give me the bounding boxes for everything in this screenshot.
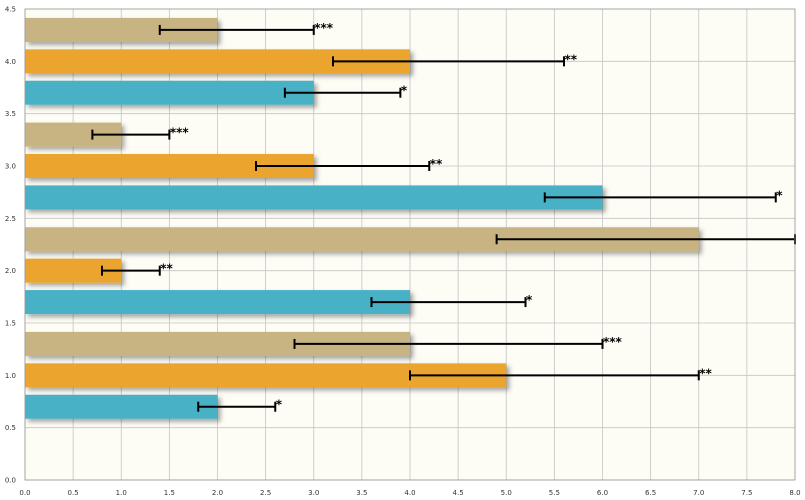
bar [25, 185, 603, 210]
x-tick-label: 5.0 [501, 489, 512, 497]
error-bar [370, 297, 527, 308]
x-tick-label: 6.0 [597, 489, 608, 497]
bar [25, 49, 410, 74]
y-tick-label: 4.5 [5, 6, 16, 14]
significance-label: * [526, 293, 533, 307]
y-axis-ticks: 0.0 0.5 1.0 1.5 2.0 2.5 3.0 3.5 4.0 4.5 [5, 6, 16, 485]
x-tick-label: 3.0 [308, 489, 319, 497]
y-tick-label: 4.0 [5, 58, 16, 66]
error-bars [91, 24, 796, 412]
significance-label: * [276, 398, 283, 412]
y-tick-label: 1.5 [5, 320, 16, 328]
error-bar [332, 56, 565, 67]
bar [25, 80, 314, 105]
y-tick-label: 3.0 [5, 163, 16, 171]
y-tick-label: 2.0 [5, 267, 16, 275]
y-tick-label: 2.5 [5, 215, 16, 223]
x-tick-label: 1.5 [164, 489, 175, 497]
significance-label: *** [170, 126, 190, 140]
bar [25, 394, 218, 419]
significance-label: ** [699, 366, 712, 380]
error-bar [255, 161, 431, 171]
y-tick-label: 3.5 [5, 110, 16, 118]
y-tick-label: 0.5 [5, 424, 16, 432]
error-bar [101, 265, 161, 276]
significance-label: ** [565, 52, 578, 66]
significance-label: * [401, 84, 408, 98]
x-tick-label: 0.5 [68, 489, 79, 497]
x-tick-label: 4.5 [453, 489, 464, 497]
significance-label: * [776, 188, 783, 202]
error-bar [197, 401, 277, 412]
x-tick-label: 8.0 [789, 489, 800, 497]
significance-labels: ********************* [160, 21, 783, 412]
error-bar [293, 338, 604, 349]
significance-label: *** [603, 335, 623, 349]
x-tick-label: 2.0 [212, 489, 223, 497]
significance-label: *** [314, 21, 334, 35]
x-tick-label: 1.0 [116, 489, 127, 497]
y-tick-label: 1.0 [5, 372, 16, 380]
x-tick-label: 3.5 [356, 489, 367, 497]
x-tick-label: 7.5 [741, 489, 752, 497]
x-axis-ticks: 0.0 0.5 1.0 1.5 2.0 2.5 3.0 3.5 4.0 4.5 5.0 5.5 6.0 6… [19, 489, 800, 497]
bars [25, 17, 699, 419]
x-tick-label: 6.5 [645, 489, 656, 497]
error-bar [283, 87, 402, 98]
error-bar [543, 192, 777, 203]
significance-label: ** [160, 262, 173, 276]
error-bar [409, 370, 700, 381]
bar [25, 290, 410, 315]
x-tick-label: 0.0 [19, 489, 30, 497]
x-tick-label: 4.0 [404, 489, 415, 497]
x-tick-label: 5.5 [549, 489, 560, 497]
error-bar [158, 24, 315, 35]
significance-label: ** [430, 157, 443, 171]
x-tick-label: 2.5 [260, 489, 271, 497]
y-tick-label: 0.0 [5, 477, 16, 485]
x-tick-label: 7.0 [693, 489, 704, 497]
error-bar [91, 129, 171, 140]
plot-border [24, 8, 796, 481]
